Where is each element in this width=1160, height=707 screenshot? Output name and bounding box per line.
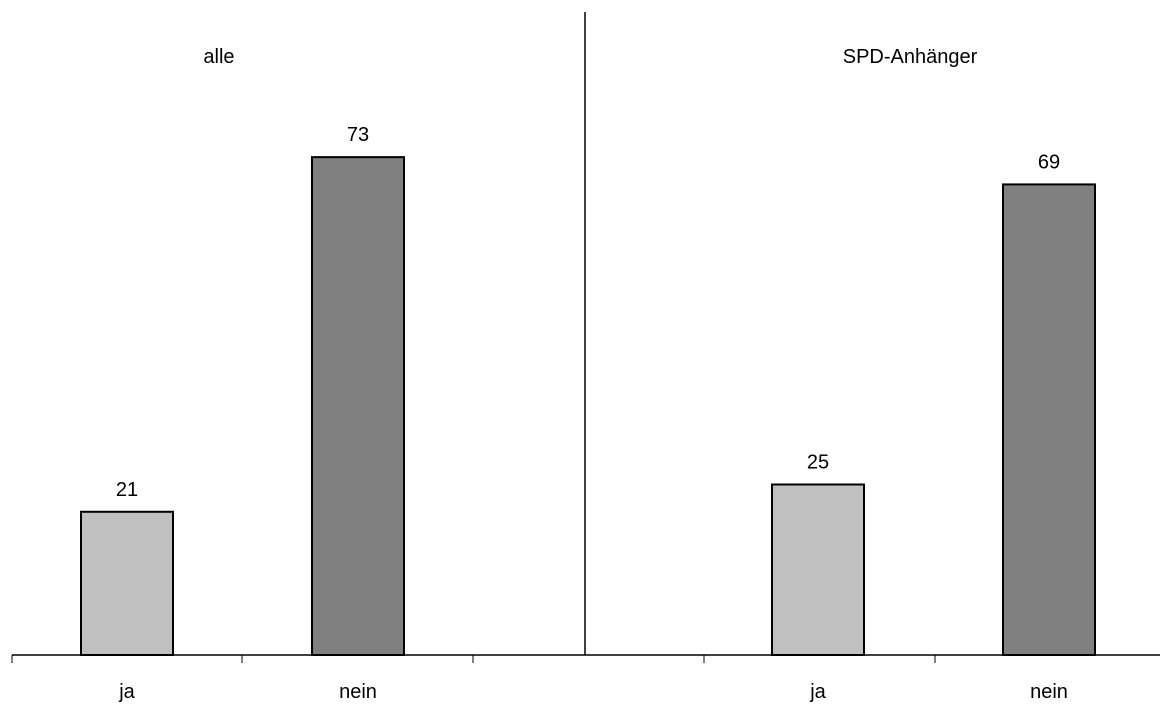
panel-title-spd-anhaenger: SPD-Anhänger	[843, 46, 978, 68]
panel-title-alle: alle	[203, 46, 234, 68]
x-tick-label: nein	[339, 681, 377, 703]
bar-1-nein	[1002, 183, 1096, 656]
bar-value-label: 73	[347, 124, 369, 146]
bar-value-label: 25	[807, 452, 829, 474]
bars-layer: 21 ja 73 nein 25 ja 69 nein	[80, 124, 1096, 703]
x-axis	[11, 654, 1160, 663]
bar-value-label: 21	[116, 479, 138, 501]
x-tick-label: nein	[1030, 681, 1068, 703]
bar-value-label: 69	[1038, 151, 1060, 173]
bar-0-nein	[311, 156, 405, 656]
x-tick-label: ja	[809, 681, 826, 703]
bar-1-ja	[771, 483, 865, 656]
bar-0-ja	[80, 510, 174, 656]
x-tick-label: ja	[118, 681, 135, 703]
